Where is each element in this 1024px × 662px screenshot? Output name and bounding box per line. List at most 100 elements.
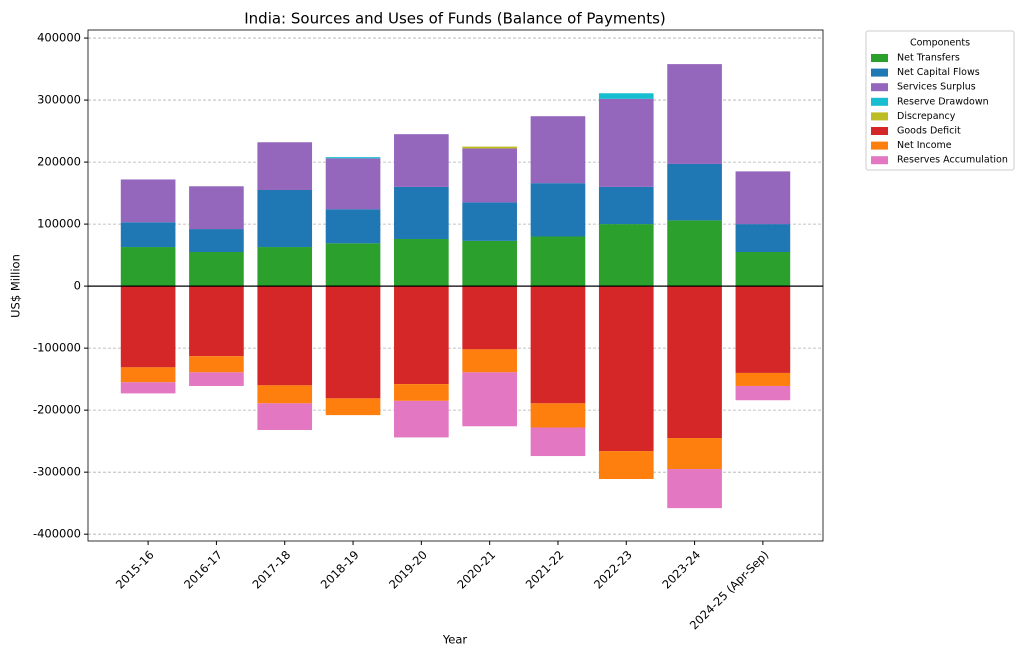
- bar-segment: [462, 286, 517, 350]
- bar-segment: [325, 398, 381, 416]
- bar-segment: [257, 385, 313, 404]
- legend-swatch: [871, 54, 888, 62]
- bar-segment: [598, 286, 654, 452]
- x-tick-label: 2023-24: [659, 548, 703, 592]
- bar-segment: [120, 286, 176, 368]
- bar-segment: [667, 163, 722, 221]
- bar-segment: [598, 186, 654, 225]
- x-tick-label: 2022-23: [591, 548, 635, 592]
- y-tick-label: -300000: [33, 465, 81, 479]
- bars: [120, 64, 791, 509]
- bar-segment: [530, 116, 586, 184]
- legend-label: Goods Deficit: [897, 126, 961, 137]
- bar-segment: [667, 469, 722, 509]
- legend-swatch: [871, 97, 888, 106]
- y-tick-label: -200000: [33, 403, 81, 417]
- bar-segment: [462, 146, 517, 149]
- x-tick-label: 2018-19: [318, 548, 362, 592]
- y-tick-label: 200000: [37, 155, 81, 169]
- legend-label: Net Income: [897, 140, 952, 151]
- x-tick-label: 2015-16: [113, 548, 157, 592]
- bar-segment: [325, 209, 381, 244]
- bar-segment: [120, 382, 176, 394]
- y-tick-label: 0: [74, 279, 81, 293]
- bar-segment: [735, 224, 791, 253]
- bar-segment: [462, 349, 517, 373]
- bar-segment: [325, 157, 381, 159]
- x-tick-label: 2019-20: [386, 548, 430, 592]
- legend-box: [865, 30, 1015, 171]
- bar-segment: [120, 247, 176, 287]
- bar-segment: [257, 403, 313, 430]
- bar-segment: [394, 286, 449, 385]
- bar-segment: [394, 238, 449, 287]
- bar-segment: [394, 400, 449, 438]
- x-tick-label: 2020-21: [454, 548, 498, 592]
- bar-segment: [530, 403, 586, 428]
- bar-segment: [598, 224, 654, 287]
- bar-segment: [120, 222, 176, 248]
- bar-segment: [189, 252, 244, 287]
- bar-segment: [530, 183, 586, 237]
- x-tick-label: 2016-17: [181, 548, 225, 592]
- x-tick-label: 2017-18: [249, 548, 293, 592]
- bar-segment: [394, 384, 449, 401]
- legend-label: Discrepancy: [897, 111, 956, 122]
- legend-swatch: [871, 141, 888, 150]
- bar-segment: [257, 189, 313, 248]
- legend-label: Services Surplus: [897, 82, 976, 93]
- y-tick-label: -100000: [33, 341, 81, 355]
- legend-label: Net Transfers: [897, 53, 960, 64]
- y-tick-label: 400000: [37, 31, 81, 45]
- bar-segment: [189, 286, 244, 357]
- bar-segment: [462, 372, 517, 427]
- x-tick-label: 2021-22: [523, 548, 567, 592]
- bar-segment: [325, 243, 381, 287]
- bar-segment: [667, 64, 722, 164]
- bar-segment: [667, 438, 722, 470]
- bar-segment: [462, 148, 517, 203]
- bar-segment: [325, 286, 381, 399]
- bar-segment: [189, 229, 244, 253]
- y-tick-label: -400000: [33, 527, 81, 541]
- bar-segment: [735, 372, 791, 386]
- y-axis-label: US$ Million: [9, 254, 23, 318]
- bar-segment: [598, 98, 654, 187]
- bar-segment: [189, 372, 244, 386]
- y-tick-label: 300000: [37, 93, 81, 107]
- bar-segment: [189, 186, 244, 230]
- bar-segment: [598, 93, 654, 99]
- bar-segment: [257, 286, 313, 386]
- y-tick-label: 100000: [37, 217, 81, 231]
- legend-swatch: [871, 127, 888, 135]
- bar-segment: [394, 134, 449, 187]
- bar-segment: [667, 286, 722, 439]
- legend-swatch: [871, 68, 888, 77]
- legend: Components Net Transfers Net Capital Flow…: [865, 30, 1015, 171]
- bar-segment: [189, 356, 244, 373]
- bar-segment: [735, 286, 791, 373]
- bar-segment: [120, 367, 176, 383]
- bar-segment: [257, 247, 313, 287]
- legend-swatch: [871, 112, 888, 121]
- bar-segment: [394, 186, 449, 239]
- legend-swatch: [871, 83, 888, 92]
- bar-segment: [530, 427, 586, 457]
- bar-segment: [530, 236, 586, 287]
- bar-segment: [120, 179, 176, 223]
- bar-segment: [598, 451, 654, 479]
- bar-segment: [462, 240, 517, 287]
- bar-segment: [735, 252, 791, 287]
- bar-segment: [667, 220, 722, 287]
- legend-label: Reserves Accumulation: [897, 155, 1008, 166]
- bar-segment: [462, 202, 517, 241]
- legend-label: Net Capital Flows: [897, 67, 980, 78]
- legend-swatch: [871, 156, 888, 165]
- x-axis-label: Year: [442, 633, 468, 647]
- bar-segment: [735, 385, 791, 401]
- chart-title: India: Sources and Uses of Funds (Balanc…: [244, 10, 666, 28]
- bar-segment: [735, 171, 791, 225]
- bar-segment: [257, 142, 313, 190]
- plot-frame: [87, 29, 824, 542]
